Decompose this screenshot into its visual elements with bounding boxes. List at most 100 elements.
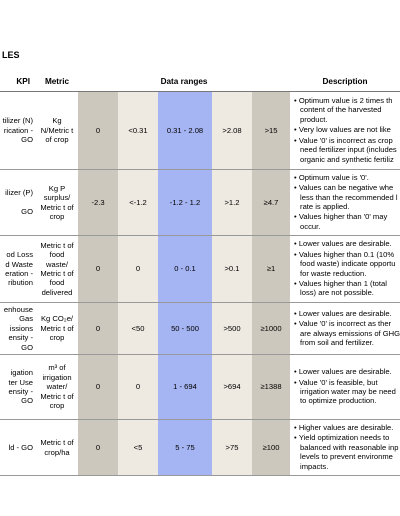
kpi-line: GO [21,207,33,217]
metric-cell: Kg CO₂e/ Metric t of crop [36,302,78,355]
bullet-line: Higher values are desirable. [294,423,400,432]
range-cell: 50 - 500 [158,302,212,355]
bullet-line: Values higher than 1 (total [294,279,400,288]
kpi-line: ensity - [8,387,33,396]
range-cell: 5 - 75 [158,419,212,476]
bullet: Values higher than 0.1 (10%food waste) i… [294,250,400,278]
range-cell: -2.3 [78,169,118,236]
kpi-line: issions [9,323,33,333]
bullet: Higher values are desirable. [294,423,400,432]
metric-cell: Metric t of crop/ha [36,419,78,476]
bullet-line: Yield optimization needs to [294,433,400,442]
table-row: ld - GO Metric t of crop/ha 0 <5 5 - 75 >75 ≥1… [0,419,400,476]
metric-cell: Metric t of food waste/ Metric t of food… [36,235,78,303]
range-cell: 0 [78,91,118,170]
bullet-line: Values higher than '0' may [294,212,400,221]
range-cell: 1 - 694 [158,354,212,420]
bullet-line: irrigation water may be need [300,387,396,396]
bullet-line: food waste) indicate opportu [300,259,396,269]
bullet-line: Optimum value is 2 times th [294,96,400,105]
kpi-line: tilizer (N) [2,116,33,126]
table-row: igation ter Use ensity - GO m³ of irrigation… [0,354,400,420]
bullet-line: Lower values are desirable. [294,239,400,248]
table-row: od Loss d Waste eration - ribution Metric t … [0,235,400,303]
metric-cell: Kg P surplus/ Metric t of crop [36,169,78,236]
kpi-line: GO [21,342,33,352]
bullet-line: Value '0' is feasible, but [294,378,400,387]
range-cell: 0 [118,354,158,420]
description-cell: Optimum value is '0'.Values can be negat… [290,169,400,236]
header-cell: Data ranges [78,72,291,92]
kpi-cell: ilizer (P) GO [0,169,36,236]
bullet-line: for waste reduction. [300,268,367,278]
kpi-line: ensity - [8,333,33,343]
range-cell: >0.1 [212,235,252,303]
range-cell: >2.08 [212,91,252,170]
bullet-line: Values can be negative whe [294,183,400,192]
kpi-cell: ld - GO [0,419,36,476]
table-row: enhouse Gas issions ensity - GO Kg CO₂e/ Metr… [0,302,400,355]
bullet-line: less than the recommended l [300,192,398,202]
kpi-line: ld - GO [8,442,33,452]
metric-cell: m³ of irrigation water/ Metric t of crop [36,354,78,420]
range-cell: 0 - 0.1 [158,235,212,303]
kpi-line: ilizer (P) [5,188,33,198]
bullet-line: Value '0' is incorrect as ther [294,319,400,328]
description-cell: Lower values are desirable. Values higher… [290,235,400,303]
kpi-cell: od Loss d Waste eration - ribution [0,235,36,303]
table-row: ilizer (P) GO Kg P surplus/ Metric t of c… [0,169,400,236]
bullet-line: content of the harvested [300,105,382,115]
kpi-line: igation [10,368,33,378]
kpi-cell: enhouse Gas issions ensity - GO [0,302,36,355]
range-cell: >500 [212,302,252,355]
bullet-line: Values higher than 0.1 (10% [294,250,400,259]
kpi-table: KPI Metric Data ranges Description tiliz… [0,72,400,476]
bullet: Lower values are desirable. [294,309,400,318]
range-cell: >1.2 [212,169,252,236]
range-cell: 0 [78,419,118,476]
kpi-line: GO [21,396,33,406]
kpi-line: enhouse [3,304,33,314]
kpi-line: eration - [5,269,33,278]
kpi-line: od Loss [6,250,33,260]
description-cell: Higher values are desirable.Yield optimi… [290,419,400,476]
bullet-line: to optimize production. [300,396,377,406]
description-cell: Lower values are desirable. Value '0' is … [290,354,400,420]
range-cell: 0 [78,235,118,303]
bullet-line: from soil and fertilizer. [300,337,374,347]
kpi-line: d Waste [5,259,33,269]
bullet-line: balanced with reasonable inp [300,442,399,452]
bullet: Lower values are desirable. [294,239,400,248]
bullet-line: need fertilizer input (includes [300,145,397,155]
metric-cell: Kg N/Metric t of crop [36,91,78,170]
table-row: tilizer (N) rication - GO Kg N/Metric t of … [0,91,400,170]
bullet: Lower values are desirable. [294,367,400,376]
bullet-line: Very low values are not like [294,125,400,134]
header-row: KPI Metric Data ranges Description [0,72,400,92]
range-cell: <5 [118,419,158,476]
kpi-line: Gas [19,314,33,324]
range-cell: ≥1000 [252,302,291,355]
description-cell: Lower values are desirable.Value '0' is … [290,302,400,355]
section-title: LES [2,50,20,60]
kpi-cell: tilizer (N) rication - GO [0,91,36,170]
bullet-line: rate is applied. [300,202,350,211]
bullet-line: Lower values are desirable. [294,367,400,376]
range-cell: 0.31 - 2.08 [158,91,212,170]
bullet-line: Lower values are desirable. [294,309,400,318]
kpi-cell: igation ter Use ensity - GO [0,354,36,420]
header-cell: Metric [36,72,78,92]
bullet-line: product. [300,114,328,124]
range-cell: ≥1388 [252,354,291,420]
range-cell: >75 [212,419,252,476]
range-cell: ≥1 [252,235,291,303]
bullet-line: organic and synthetic fertiliz [300,154,394,164]
